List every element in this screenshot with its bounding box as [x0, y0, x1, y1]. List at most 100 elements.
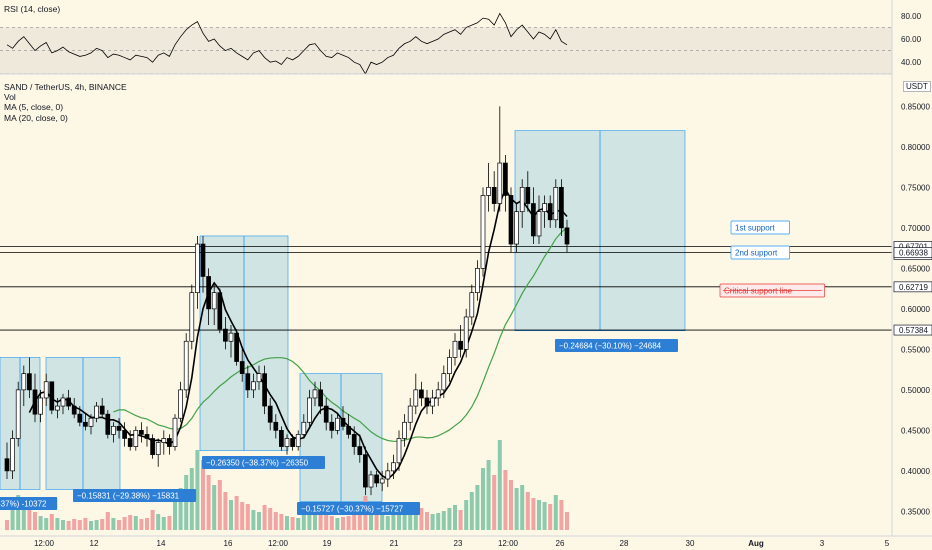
price-tick-label: 0.45000: [901, 426, 930, 435]
candle-up: [111, 425, 116, 435]
candle-up: [21, 373, 27, 391]
candle-down: [419, 389, 424, 399]
volume-bar: [268, 508, 273, 530]
candle-down: [139, 430, 144, 435]
price-tick-label: 0.40000: [901, 467, 930, 476]
measure-label-bg: [555, 339, 678, 352]
price-tick-label: 0.55000: [901, 345, 930, 354]
volume-bar: [251, 510, 256, 530]
volume-bar: [548, 504, 553, 530]
candle-down: [127, 438, 133, 447]
measure-label-text: −0.15831 (−29.38%) −15831: [77, 492, 180, 501]
measure-label-text: −0.24684 (−30.10%) −24684: [559, 342, 662, 351]
candle-down: [4, 458, 10, 472]
measure-label: −0.24684 (−30.10%) −24684: [555, 339, 678, 352]
candle-down: [49, 381, 55, 411]
candle-up: [447, 357, 452, 375]
current-price-tag: 0.67701: [899, 242, 928, 251]
candle-up: [189, 292, 195, 342]
candle-up: [379, 478, 385, 484]
candle-up: [385, 470, 391, 480]
candle-down: [150, 438, 155, 456]
volume-bar: [184, 475, 189, 530]
volume-bar: [559, 500, 564, 530]
volume-bar: [100, 519, 105, 530]
time-tick-label: 23: [454, 539, 463, 548]
candle-up: [10, 438, 15, 472]
rsi-panel: [0, 12, 932, 75]
candle-up: [295, 434, 301, 447]
volume-bar: [105, 512, 110, 530]
volume-bar: [27, 510, 32, 530]
candle-down: [503, 162, 508, 196]
candle-down: [122, 430, 127, 439]
volume-bar: [313, 513, 317, 530]
volume-bar: [492, 475, 497, 530]
candles: [4, 106, 570, 496]
candle-up: [542, 203, 547, 213]
price-tick-label: 0.75000: [901, 183, 930, 192]
candle-up: [251, 381, 256, 391]
volume-bar: [464, 500, 469, 530]
price-tick-label: 0.80000: [901, 143, 930, 152]
level-price-tag-bg: [893, 247, 932, 259]
volume-bar: [296, 518, 301, 530]
time-tick-label: 12:00: [498, 539, 519, 548]
rsi-tick-label: 80.00: [901, 12, 922, 21]
volume-bar: [279, 514, 284, 530]
volume-bar: [419, 508, 424, 530]
vol-indicator-label[interactable]: Vol: [4, 92, 16, 102]
candle-up: [55, 405, 60, 411]
volume-bar: [61, 520, 65, 530]
candle-down: [564, 227, 570, 245]
candle-up: [155, 442, 161, 456]
volume-bar: [346, 516, 351, 530]
currency-unit-button[interactable]: USDT: [903, 81, 931, 92]
candle-down: [116, 425, 122, 431]
candle-up: [307, 397, 312, 423]
candle-up: [469, 292, 475, 318]
price-tick-label: 0.65000: [901, 264, 930, 273]
volume-bar: [133, 516, 138, 530]
time-tick-label: 30: [686, 539, 695, 548]
candle-up: [536, 211, 542, 237]
volume-bar: [212, 485, 217, 530]
candle-down: [206, 276, 211, 310]
time-tick-label: 14: [157, 539, 166, 548]
volume-bar: [139, 519, 144, 530]
volume-bar: [341, 517, 345, 530]
volume-bar: [285, 516, 289, 530]
volume-bar: [223, 492, 228, 530]
volume-bar: [357, 508, 362, 530]
candle-up: [15, 389, 21, 439]
volume-bar: [245, 504, 250, 530]
volume-bar: [531, 498, 536, 530]
volume-bar: [301, 515, 306, 530]
measure-label: −0.15727 (−30.37%) −15727: [297, 502, 420, 515]
measure-label-text: −0.26350 (−38.37%) −26350: [206, 459, 309, 468]
candle-down: [99, 405, 105, 415]
volume-bar: [178, 488, 183, 530]
candle-up: [441, 373, 447, 391]
volume-bar: [262, 505, 267, 530]
volume-bar: [537, 500, 541, 530]
ma20-indicator-label[interactable]: MA (20, close, 0): [4, 113, 68, 123]
candle-up: [172, 417, 178, 447]
volume-bar: [201, 460, 205, 530]
volume-bar: [402, 510, 407, 530]
time-tick-label: 19: [323, 539, 332, 548]
candle-down: [290, 438, 295, 447]
second-support-label-bg: [730, 245, 790, 260]
candle-down: [346, 425, 351, 435]
time-tick-label: 12: [90, 539, 99, 548]
volume-bar: [369, 505, 373, 530]
annotations: 1st support 2nd support Critical support l…: [0, 220, 825, 515]
ma5-indicator-label[interactable]: MA (5, close, 0): [4, 102, 64, 112]
candle-up: [396, 438, 402, 464]
candle-down: [83, 421, 88, 427]
volume-bar: [21, 502, 26, 530]
level-price-tag: 0.62719: [899, 283, 928, 292]
candle-down: [27, 373, 32, 391]
candle-up: [463, 316, 469, 350]
